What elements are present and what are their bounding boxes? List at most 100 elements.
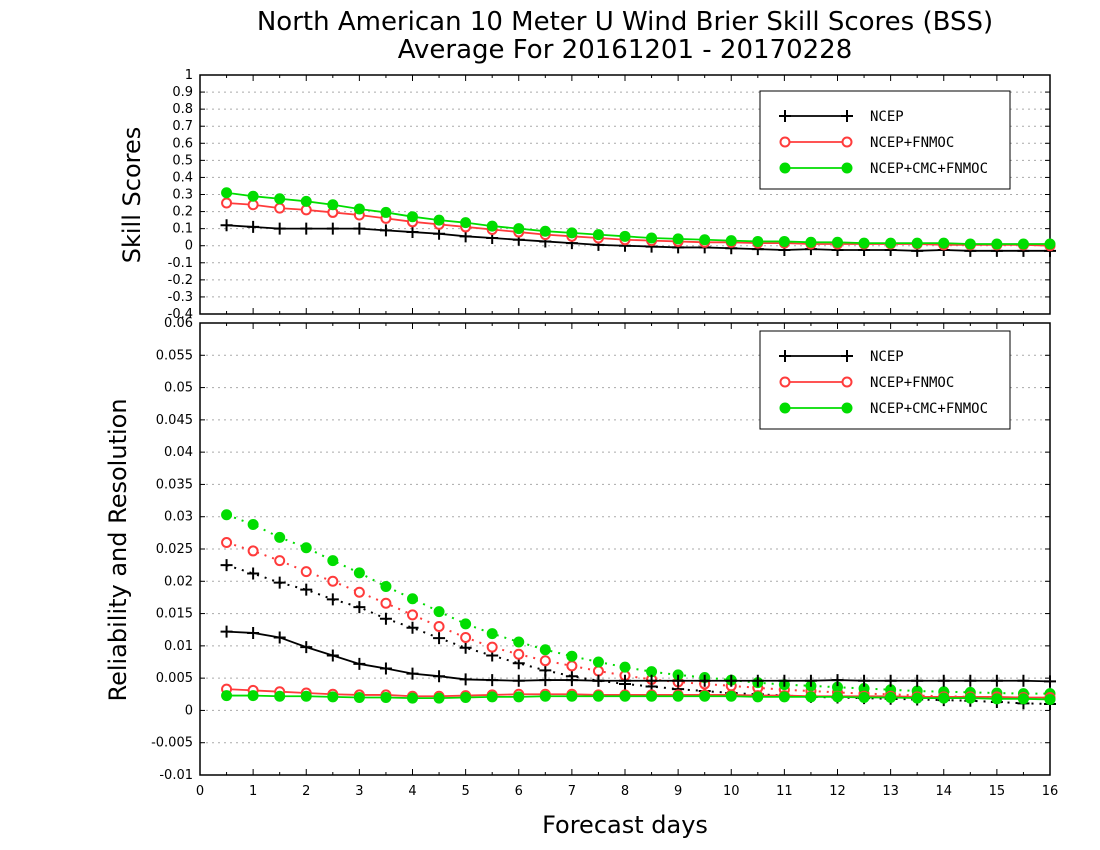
data-point (406, 667, 419, 680)
y-tick-label: -0.2 (168, 273, 193, 288)
data-point (300, 566, 312, 578)
data-point (433, 214, 445, 226)
legend-marker (841, 402, 853, 414)
data-point (805, 691, 817, 703)
legend-marker (841, 110, 853, 122)
y-tick-label: 0.01 (164, 639, 193, 654)
y-tick-label: 0.045 (156, 413, 193, 428)
data-point (858, 237, 870, 249)
data-point (353, 692, 365, 704)
skill-score-panel: -0.4 -0.3 -0.2 -0.1 0 0.1 0.2 0.3 0.4 0.5 0.6 0.7 0.… (168, 68, 1056, 322)
y-tick-label: 0.9 (172, 85, 193, 100)
x-tick-label: 10 (723, 784, 740, 799)
data-point (513, 636, 525, 648)
legend-entry: NCEP+FNMOC (870, 135, 954, 151)
data-point (619, 690, 631, 702)
data-point (353, 601, 366, 614)
y-tick-label: -0.01 (159, 768, 193, 783)
series-ncep-cmc-fnmoc-dotted (221, 509, 1056, 700)
data-point (327, 691, 339, 703)
data-point (884, 674, 897, 687)
data-point (274, 193, 286, 205)
y-tick-label: -0.3 (168, 290, 193, 305)
data-point (220, 559, 233, 572)
y-tick-label: 0.025 (156, 542, 193, 557)
x-axis-label: Forecast days (542, 811, 708, 839)
data-point (486, 641, 498, 653)
data-point (326, 649, 339, 662)
legend: NCEP NCEP+FNMOC NCEP+CMC+FNMOC (759, 330, 1011, 430)
y-tick-label: 0.3 (172, 188, 193, 203)
series-ncep-cmc-fnmoc (221, 187, 1056, 250)
data-point (778, 235, 790, 247)
data-point (672, 674, 685, 687)
data-point (566, 660, 578, 672)
data-point (778, 674, 791, 687)
x-tick-label: 0 (196, 784, 204, 799)
data-point (778, 691, 790, 703)
data-point (1044, 675, 1056, 688)
series-ncep-cmc-fnmoc-solid (221, 690, 1056, 705)
series-line (226, 630, 1051, 683)
data-point (406, 621, 419, 634)
data-point (221, 690, 233, 702)
data-point (566, 690, 578, 702)
data-point (619, 661, 631, 673)
x-tick-label: 7 (568, 784, 576, 799)
data-point (353, 586, 365, 598)
data-point (407, 211, 418, 223)
y-tick-label: -0.4 (168, 307, 193, 322)
data-point (990, 674, 1003, 687)
data-point (751, 674, 764, 687)
data-point (646, 232, 658, 244)
data-point (221, 537, 233, 549)
legend: NCEP NCEP+FNMOC NCEP+CMC+FNMOC (759, 90, 1011, 190)
y-tick-label: 0.03 (164, 510, 193, 525)
y-tick-label: 0 (185, 239, 193, 254)
legend-entry: NCEP (870, 109, 904, 125)
data-point (380, 580, 392, 592)
data-point (725, 235, 737, 247)
data-point (539, 644, 551, 656)
legend-entry: NCEP+CMC+FNMOC (870, 401, 988, 417)
data-point (379, 662, 392, 675)
y-tick-label: 0.02 (164, 574, 193, 589)
data-point (832, 691, 843, 703)
data-point (1044, 238, 1056, 250)
x-tick-label: 2 (302, 784, 310, 799)
data-point (273, 576, 286, 589)
y-tick-label: 1 (185, 68, 193, 83)
data-point (380, 597, 392, 609)
data-point (832, 236, 843, 248)
data-point (699, 690, 711, 702)
data-point (380, 206, 392, 218)
data-point (539, 690, 551, 702)
data-point (486, 220, 498, 232)
data-point (592, 229, 604, 241)
data-point (221, 509, 233, 521)
data-point (991, 693, 1003, 705)
y-tick-label: 0.1 (172, 222, 193, 237)
data-point (460, 618, 472, 630)
data-point (645, 674, 658, 687)
x-tick-label: 8 (621, 784, 629, 799)
data-point (752, 691, 764, 703)
chart-title-line-1: North American 10 Meter U Wind Brier Ski… (257, 7, 993, 37)
data-point (646, 690, 658, 702)
data-point (273, 631, 286, 644)
data-point (619, 674, 631, 687)
data-point (220, 625, 233, 638)
data-point (539, 225, 551, 237)
series-line (226, 202, 1051, 247)
data-point (804, 674, 817, 687)
data-point (327, 199, 339, 211)
data-point (539, 655, 551, 667)
x-tick-label: 9 (674, 784, 682, 799)
chart-title-line-2: Average For 20161201 - 20170228 (398, 35, 853, 65)
data-point (247, 518, 259, 530)
data-point (247, 220, 260, 233)
y-tick-label: 0.6 (172, 136, 193, 151)
legend-box (759, 330, 1011, 430)
data-point (911, 674, 924, 687)
plot-frame (199, 322, 1051, 776)
